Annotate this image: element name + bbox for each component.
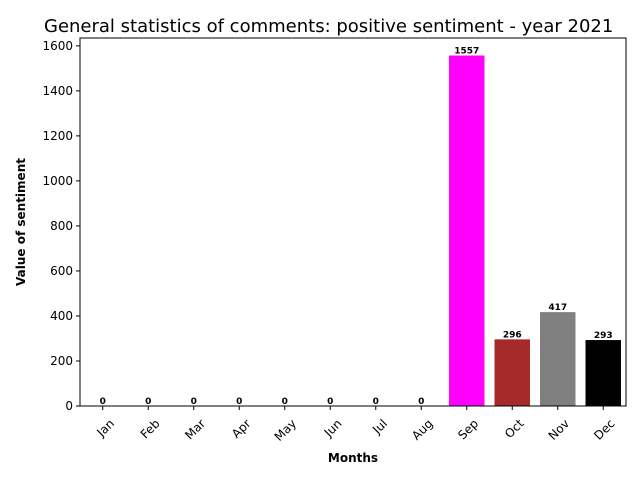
y-tick-label: 800 [50,219,73,233]
axes-frame [79,37,627,407]
data-label-jan: 0 [100,397,106,407]
data-label-sep: 1557 [454,47,479,57]
data-label-nov: 417 [548,303,567,313]
data-label-aug: 0 [418,397,424,407]
data-label-jun: 0 [327,397,333,407]
bar-nov [540,312,576,406]
data-label-feb: 0 [145,397,151,407]
bar-sep [449,55,485,407]
bar-dec [585,340,621,406]
y-axis: 0 200 400 600 800 1000 1200 1400 1600 [42,39,80,413]
data-label-mar: 0 [191,397,197,407]
y-tick-label: 1400 [42,84,73,98]
data-label-apr: 0 [236,397,242,407]
y-tick-label: 200 [50,354,73,368]
data-labels-layer: 0 0 0 0 0 0 0 0 1557 296 417 293 [100,47,613,407]
y-axis-label: Value of sentiment [14,158,28,286]
bar-oct [494,339,530,406]
data-label-oct: 296 [503,330,522,340]
y-tick-label: 600 [50,264,73,278]
data-label-dec: 293 [594,331,613,341]
chart-title: General statistics of comments: positive… [44,16,613,37]
y-tick-label: 1600 [42,39,73,53]
bars-layer [449,55,621,407]
y-tick-label: 1200 [42,129,73,143]
y-tick-label: 0 [65,399,73,413]
data-label-may: 0 [282,397,288,407]
x-axis-label: Months [328,451,378,465]
y-tick-label: 400 [50,309,73,323]
data-label-jul: 0 [373,397,379,407]
y-tick-label: 1000 [42,174,73,188]
